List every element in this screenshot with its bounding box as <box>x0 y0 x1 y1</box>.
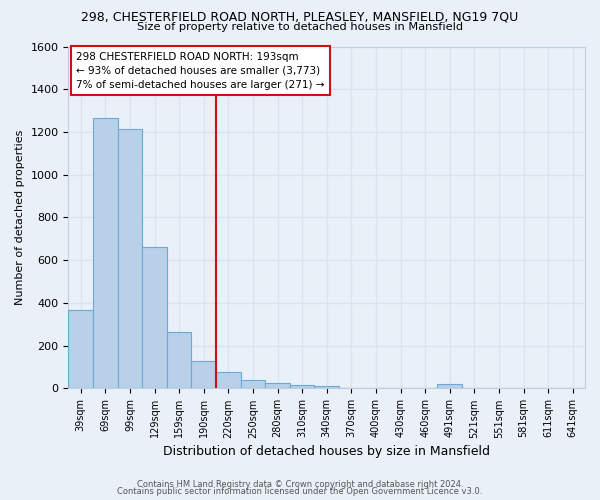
Text: Contains public sector information licensed under the Open Government Licence v3: Contains public sector information licen… <box>118 487 482 496</box>
Bar <box>265 383 290 388</box>
Bar <box>118 129 142 388</box>
Bar <box>314 386 339 388</box>
Bar <box>191 360 216 388</box>
X-axis label: Distribution of detached houses by size in Mansfield: Distribution of detached houses by size … <box>163 444 490 458</box>
Bar <box>216 372 241 388</box>
Bar <box>142 248 167 388</box>
Y-axis label: Number of detached properties: Number of detached properties <box>15 130 25 305</box>
Bar <box>167 332 191 388</box>
Text: Contains HM Land Registry data © Crown copyright and database right 2024.: Contains HM Land Registry data © Crown c… <box>137 480 463 489</box>
Text: 298, CHESTERFIELD ROAD NORTH, PLEASLEY, MANSFIELD, NG19 7QU: 298, CHESTERFIELD ROAD NORTH, PLEASLEY, … <box>82 11 518 24</box>
Bar <box>68 310 93 388</box>
Bar <box>437 384 462 388</box>
Bar <box>290 386 314 388</box>
Text: 298 CHESTERFIELD ROAD NORTH: 193sqm
← 93% of detached houses are smaller (3,773): 298 CHESTERFIELD ROAD NORTH: 193sqm ← 93… <box>76 52 325 90</box>
Bar <box>93 118 118 388</box>
Bar <box>241 380 265 388</box>
Text: Size of property relative to detached houses in Mansfield: Size of property relative to detached ho… <box>137 22 463 32</box>
